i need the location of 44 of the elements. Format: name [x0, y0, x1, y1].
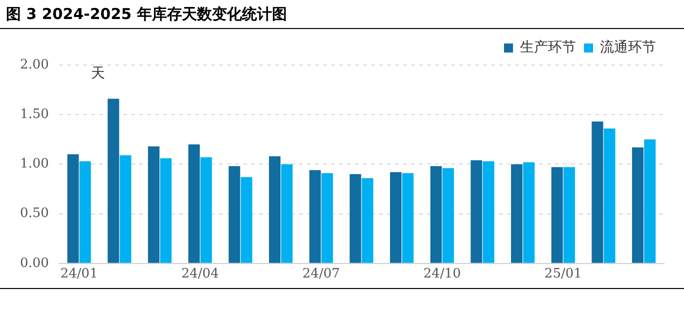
bar — [551, 167, 563, 263]
bar — [228, 166, 240, 263]
bar — [511, 164, 523, 263]
bar — [240, 177, 252, 263]
y-tick-label: 0.00 — [20, 256, 49, 271]
y-tick-label: 2.00 — [20, 57, 49, 72]
x-tick-label: 24/04 — [181, 266, 219, 282]
bar — [523, 162, 535, 263]
x-tick-label: 24/10 — [423, 266, 461, 282]
bar — [79, 161, 91, 263]
y-tick-label: 1.00 — [20, 156, 49, 172]
bar — [592, 122, 604, 263]
bar — [470, 160, 482, 263]
bar — [402, 173, 414, 263]
bar — [188, 144, 200, 263]
bar — [644, 139, 656, 263]
x-tick-label: 24/01 — [60, 266, 98, 282]
bar — [200, 157, 212, 263]
x-tick-label: 24/07 — [302, 266, 340, 282]
bar — [390, 172, 402, 263]
bar — [67, 154, 79, 263]
bar — [160, 158, 172, 263]
bar — [321, 173, 333, 263]
bar — [563, 167, 575, 263]
legend-label: 流通环节 — [600, 40, 656, 56]
y-tick-label: 1.50 — [20, 106, 49, 122]
bar — [604, 128, 616, 263]
bar — [108, 98, 120, 263]
bar — [362, 178, 374, 263]
legend-label: 生产环节 — [520, 40, 576, 56]
x-tick-label: 25/01 — [544, 266, 582, 282]
bar — [120, 155, 132, 263]
bar — [442, 168, 454, 263]
y-axis-title: 天 — [90, 66, 105, 82]
bar — [269, 156, 280, 263]
y-tick-label: 0.50 — [20, 206, 49, 222]
bar — [430, 166, 442, 263]
bar — [482, 161, 494, 263]
bar — [309, 170, 321, 263]
bar — [281, 164, 293, 263]
bar — [148, 146, 160, 263]
bar — [632, 147, 644, 263]
chart-title: 图 3 2024-2025 年库存天数变化统计图 — [0, 0, 684, 29]
bar — [350, 174, 362, 263]
